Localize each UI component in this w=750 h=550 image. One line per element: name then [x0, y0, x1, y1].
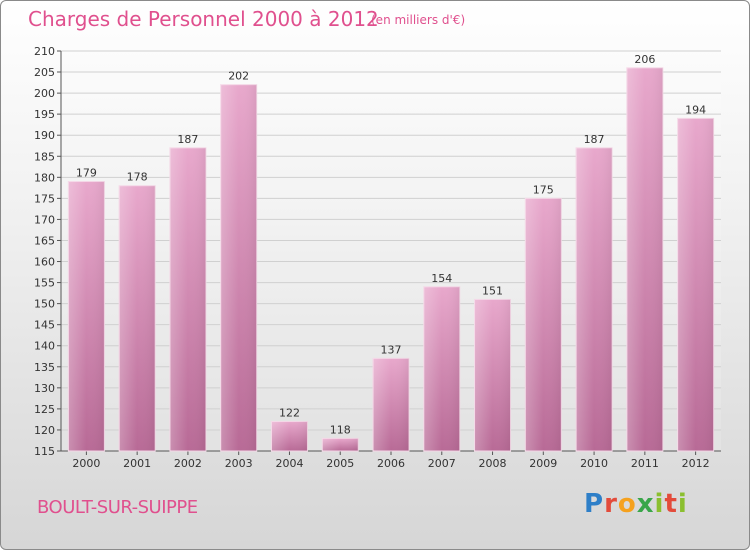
data-label: 137 — [381, 343, 402, 356]
y-tick-label: 130 — [34, 382, 55, 395]
x-tick-label: 2007 — [428, 457, 456, 470]
logo-letter: x — [636, 489, 655, 519]
x-tick-label: 2011 — [631, 457, 659, 470]
data-label: 202 — [228, 70, 249, 83]
logo-letter: P — [584, 489, 605, 519]
logo-letter: o — [617, 489, 637, 519]
bar-shade — [474, 299, 511, 451]
y-tick-label: 200 — [34, 87, 55, 100]
data-label: 187 — [177, 133, 198, 146]
bar-shade — [576, 147, 613, 451]
chart-subtitle: (en milliers d'€) — [371, 13, 466, 27]
bar-shade — [68, 181, 105, 452]
chart-title: Charges de Personnel 2000 à 2012 — [28, 7, 379, 31]
logo-letter: i — [677, 489, 688, 519]
x-tick-label: 2009 — [529, 457, 557, 470]
bar-shade — [626, 67, 663, 451]
x-tick-label: 2004 — [275, 457, 303, 470]
y-tick-label: 185 — [34, 150, 55, 163]
data-label: 206 — [634, 53, 655, 66]
bar-shade — [220, 84, 257, 452]
bar-shade — [119, 185, 156, 451]
x-tick-label: 2003 — [225, 457, 253, 470]
bar-shade — [169, 147, 206, 451]
x-tick-label: 2005 — [326, 457, 354, 470]
y-tick-label: 195 — [34, 108, 55, 121]
proxiti-logo[interactable]: Proxiti — [584, 489, 688, 519]
y-tick-label: 210 — [34, 45, 55, 58]
x-tick-label: 2001 — [123, 457, 151, 470]
logo-letter: i — [654, 489, 665, 519]
y-tick-label: 115 — [34, 445, 55, 458]
data-label: 118 — [330, 423, 351, 436]
x-tick-label: 2012 — [682, 457, 710, 470]
logo-letter: t — [664, 489, 678, 519]
y-tick-label: 170 — [34, 213, 55, 226]
data-label: 179 — [76, 167, 97, 180]
y-tick-label: 140 — [34, 340, 55, 353]
y-tick-label: 155 — [34, 277, 55, 290]
bar-shade — [322, 438, 359, 451]
x-tick-label: 2010 — [580, 457, 608, 470]
y-tick-label: 125 — [34, 403, 55, 416]
data-label: 151 — [482, 284, 503, 297]
logo-letter: r — [604, 489, 618, 519]
y-tick-label: 205 — [34, 66, 55, 79]
data-label: 187 — [584, 133, 605, 146]
y-tick-label: 120 — [34, 424, 55, 437]
data-label: 154 — [431, 272, 452, 285]
bar-shade — [271, 421, 308, 451]
y-tick-label: 135 — [34, 361, 55, 374]
y-tick-label: 175 — [34, 192, 55, 205]
x-tick-label: 2008 — [479, 457, 507, 470]
data-label: 122 — [279, 407, 300, 420]
town-name: BOULT-SUR-SUIPPE — [37, 497, 198, 518]
y-tick-label: 180 — [34, 171, 55, 184]
y-tick-label: 150 — [34, 298, 55, 311]
bar-shade — [525, 198, 562, 451]
y-tick-label: 160 — [34, 256, 55, 269]
data-label: 175 — [533, 183, 554, 196]
y-tick-label: 190 — [34, 129, 55, 142]
data-label: 178 — [127, 171, 148, 184]
x-tick-label: 2002 — [174, 457, 202, 470]
y-tick-label: 145 — [34, 319, 55, 332]
data-label: 194 — [685, 103, 706, 116]
y-tick-label: 165 — [34, 234, 55, 247]
bar-shade — [373, 358, 409, 451]
x-tick-label: 2006 — [377, 457, 405, 470]
x-tick-label: 2000 — [72, 457, 100, 470]
bar-shade — [677, 118, 714, 452]
bar-shade — [423, 286, 460, 451]
